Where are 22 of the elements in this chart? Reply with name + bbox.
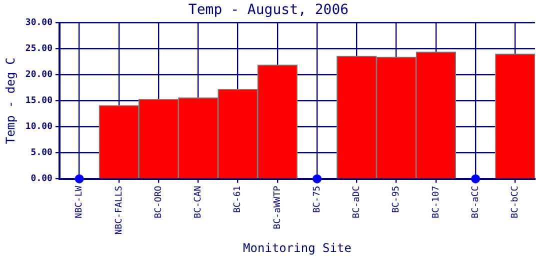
x-axis-title: Monitoring Site <box>243 240 352 255</box>
y-tick-label: 0.00 <box>30 174 52 184</box>
x-tick-label: BC-107 <box>431 186 442 218</box>
x-tick-label: NBC-FALLS <box>114 186 124 235</box>
x-tick-label: BC-CAN <box>194 186 204 218</box>
y-tick-label: 20.00 <box>25 70 52 80</box>
x-tick-label: BC-aWWTP <box>272 185 283 230</box>
y-tick-label: 15.00 <box>25 96 52 106</box>
y-tick-label: 25.00 <box>25 44 52 54</box>
x-tick-label: BC-aCC <box>470 186 481 218</box>
x-tick-label: BC-75 <box>312 186 322 213</box>
y-tick-label: 5.00 <box>30 148 52 158</box>
x-tick-label: BC-ORO <box>154 186 164 218</box>
x-tick-label: NBC-LW <box>74 185 85 218</box>
y-tick-label: 10.00 <box>25 122 52 132</box>
x-tick-label: BC-aDC <box>352 186 362 218</box>
x-tick-label: BC-95 <box>392 186 402 213</box>
y-tick-label: 30.00 <box>25 18 52 28</box>
x-tick-label: BC-61 <box>233 186 244 213</box>
chart-title: Temp - August, 2006 <box>188 2 349 18</box>
y-axis-title: Temp - deg C <box>3 57 18 144</box>
x-tick-label: BC-bCC <box>510 186 521 218</box>
